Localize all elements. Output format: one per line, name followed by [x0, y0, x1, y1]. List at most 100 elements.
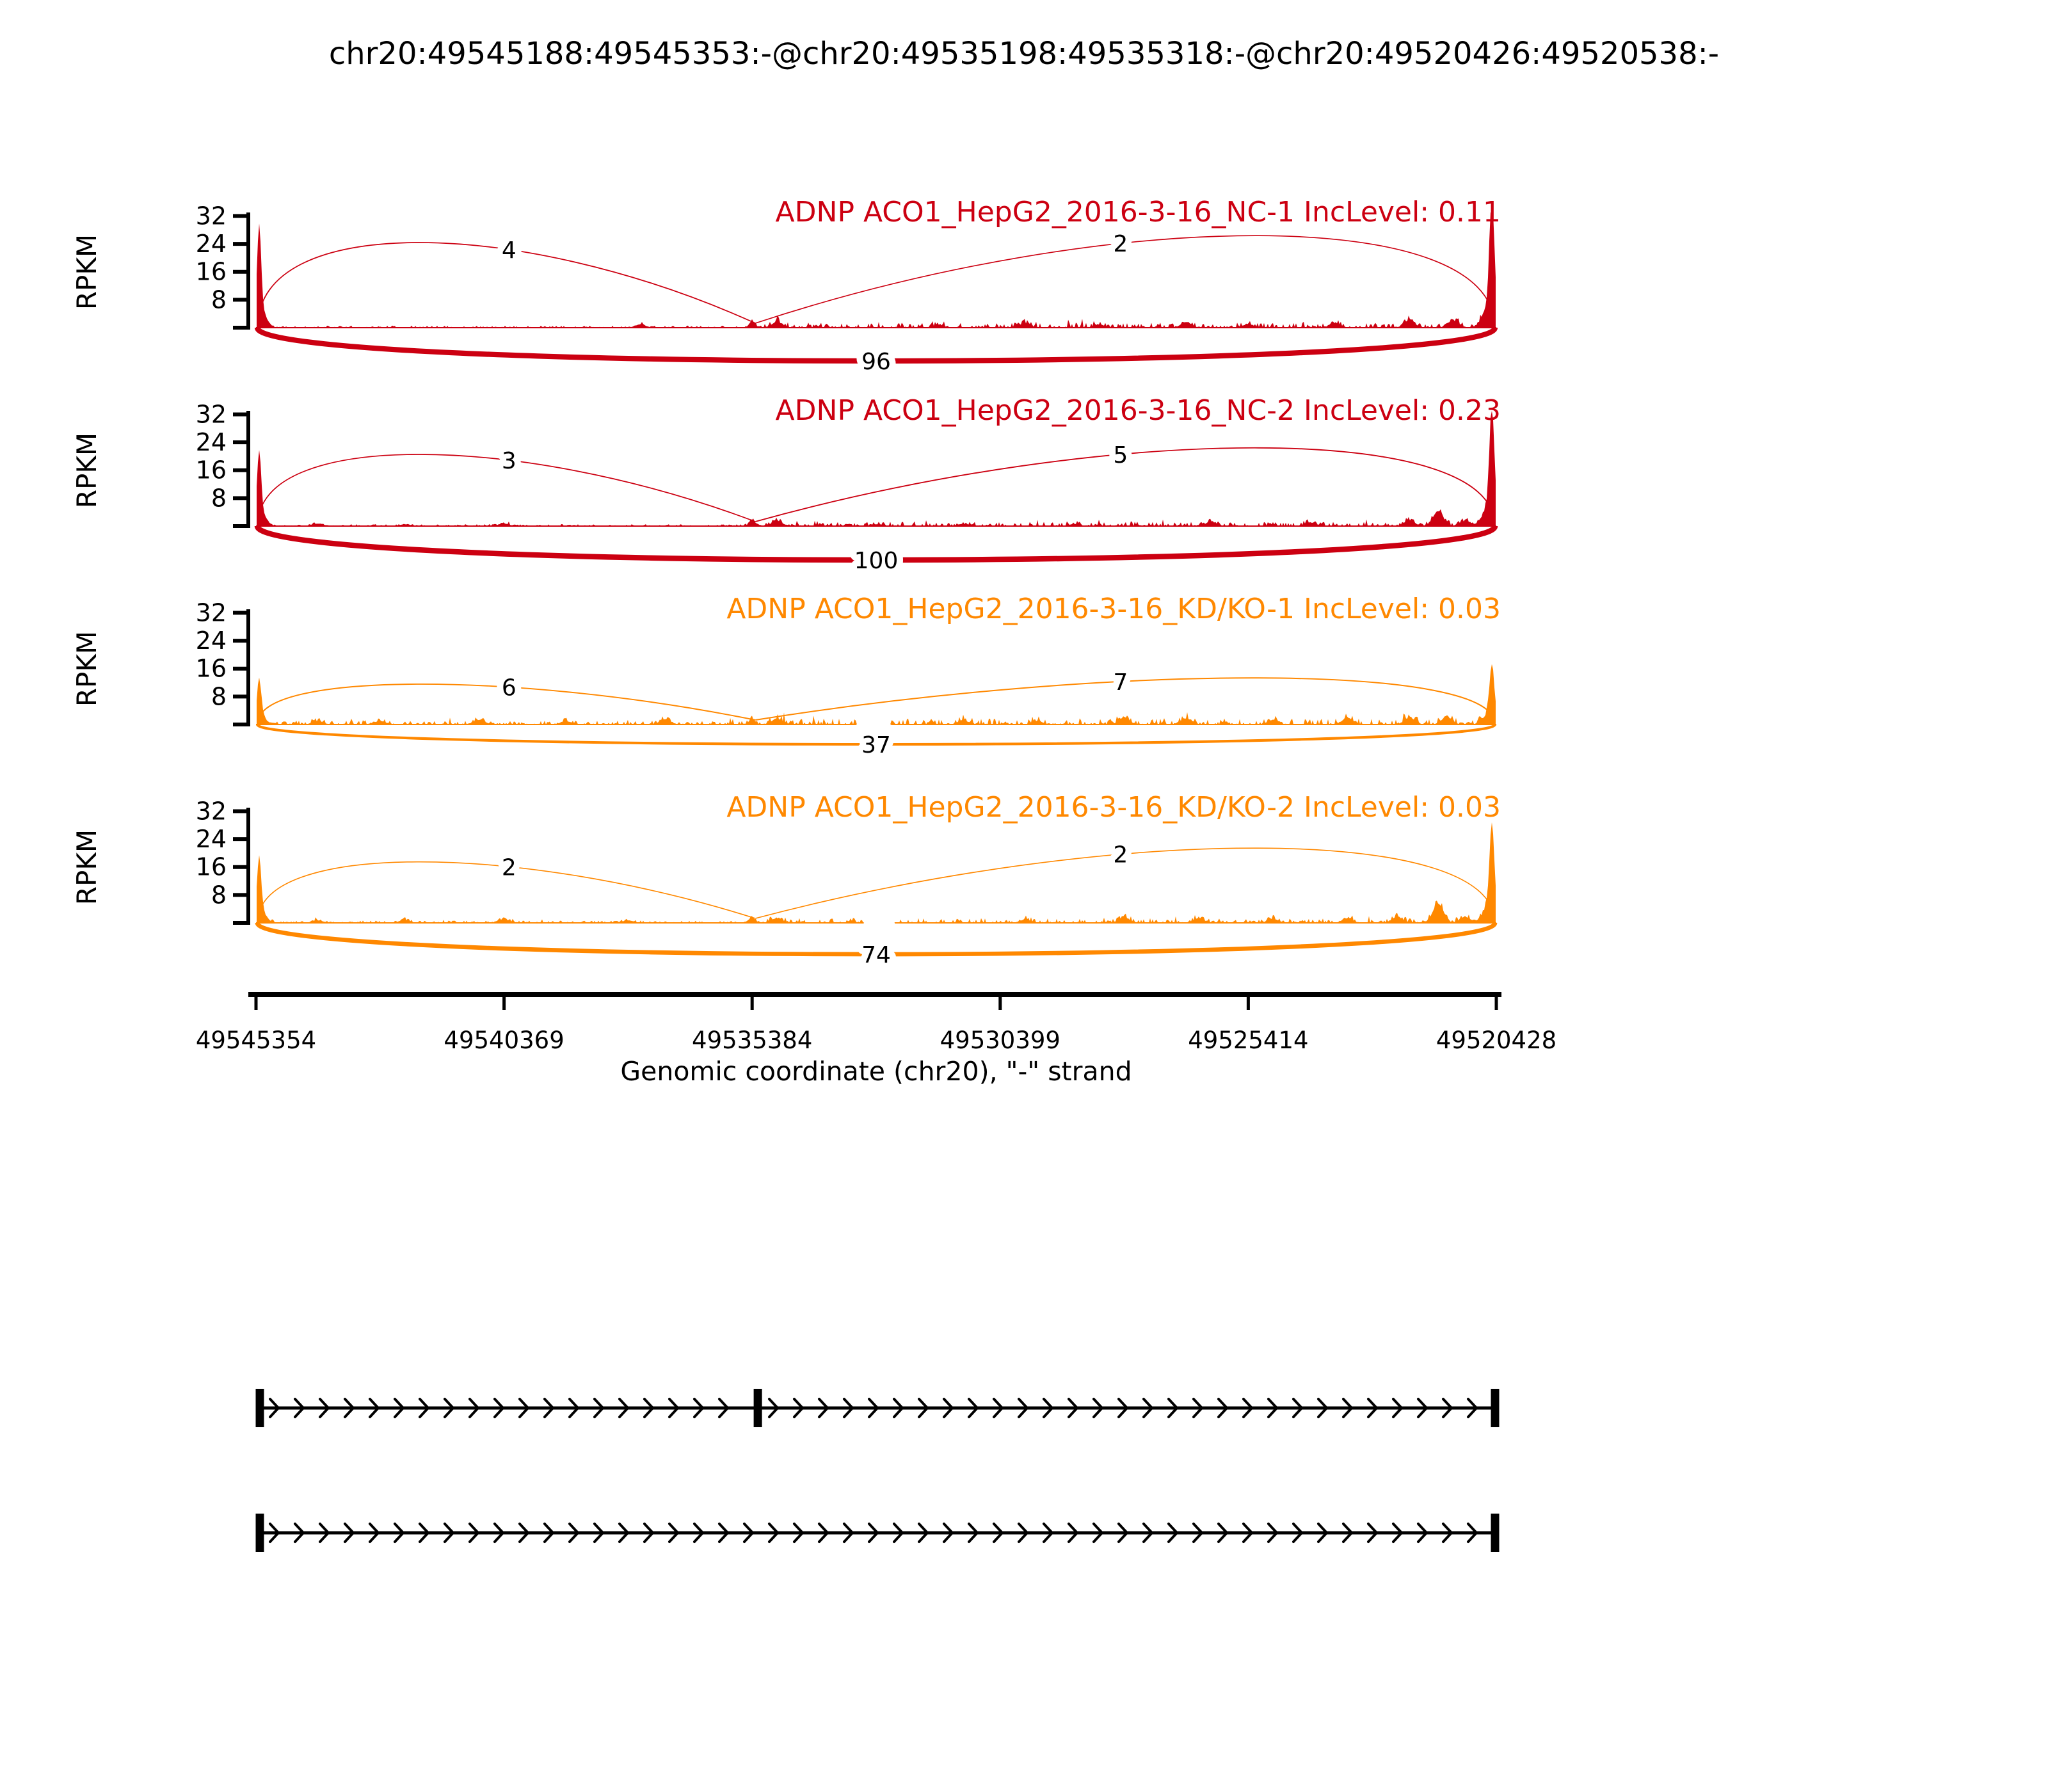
x-axis: 49545354 49540369 49535384 49530399 49525414…	[196, 992, 1556, 1087]
strand-arrow-icon	[1192, 1523, 1203, 1543]
strand-arrow-icon	[1217, 1523, 1228, 1543]
x-tick-label: 49540369	[444, 1027, 564, 1054]
strand-arrow-icon	[294, 1398, 305, 1418]
junction-arc-inclusion-upstream	[257, 684, 756, 724]
strand-arrow-icon	[394, 1398, 404, 1418]
strand-arrow-icon	[369, 1523, 380, 1543]
junction-arc-inclusion-upstream	[257, 454, 756, 525]
strand-arrow-icon	[1092, 1398, 1103, 1418]
strand-arrow-icon	[1142, 1398, 1153, 1418]
y-tick-label: 32	[196, 202, 227, 230]
strand-arrow-icon	[943, 1523, 954, 1543]
figure-title: chr20:49545188:49545353:-@chr20:49535198…	[329, 36, 1719, 72]
x-tick-label: 49530399	[940, 1027, 1060, 1054]
strand-arrow-icon	[1342, 1398, 1353, 1418]
y-tick-label: 24	[196, 428, 227, 456]
x-tick-label: 49525414	[1188, 1027, 1308, 1054]
strand-arrow-icon	[493, 1523, 504, 1543]
junction-arc-inclusion-downstream	[755, 847, 1495, 922]
strand-arrow-icon	[643, 1523, 654, 1543]
strand-arrow-icon	[918, 1398, 929, 1418]
track-title: ADNP ACO1_HepG2_2016-3-16_KD/KO-1 IncLev…	[726, 593, 1501, 625]
strand-arrow-icon	[543, 1523, 554, 1543]
gene-model-row-1	[255, 1389, 1500, 1427]
strand-arrow-icon	[643, 1398, 654, 1418]
junction-arc-inclusion-downstream	[755, 447, 1495, 525]
junction-count-label: 2	[502, 854, 516, 881]
strand-arrow-icon	[1367, 1398, 1378, 1418]
strand-arrow-icon	[319, 1398, 330, 1418]
strand-arrow-icon	[1217, 1398, 1228, 1418]
strand-arrow-icon	[1117, 1523, 1128, 1543]
strand-arrow-icon	[618, 1398, 629, 1418]
junction-arc-skipping	[254, 524, 1498, 563]
junction-arc-inclusion-downstream	[755, 235, 1495, 327]
strand-arrow-icon	[993, 1523, 1004, 1543]
track-title: ADNP ACO1_HepG2_2016-3-16_KD/KO-2 IncLev…	[726, 791, 1501, 824]
junction-count-label: 3	[502, 448, 516, 474]
strand-arrow-icon	[593, 1398, 604, 1418]
strand-arrow-icon	[1292, 1398, 1303, 1418]
strand-arrow-icon	[493, 1398, 504, 1418]
rpkm-axis-label: RPKM	[71, 234, 102, 310]
strand-arrow-icon	[1043, 1398, 1053, 1418]
strand-arrow-icon	[1018, 1523, 1028, 1543]
exon-bar	[1491, 1389, 1500, 1427]
x-axis-title: Genomic coordinate (chr20), "-" strand	[620, 1056, 1132, 1087]
strand-arrow-icon	[1242, 1523, 1253, 1543]
junction-count-label: 74	[861, 942, 891, 968]
track-title: ADNP ACO1_HepG2_2016-3-16_NC-1 IncLevel:…	[776, 196, 1501, 228]
strand-arrow-icon	[718, 1398, 729, 1418]
junction-count-label: 4	[502, 237, 516, 264]
strand-arrow-icon	[269, 1398, 280, 1418]
y-tick-label: 16	[196, 655, 227, 683]
y-tick-label: 16	[196, 456, 227, 484]
strand-arrow-icon	[568, 1398, 579, 1418]
strand-arrow-icon	[893, 1398, 904, 1418]
strand-arrow-icon	[793, 1398, 804, 1418]
strand-arrow-icon	[818, 1523, 829, 1543]
strand-arrow-icon	[968, 1523, 979, 1543]
strand-arrow-icon	[1068, 1523, 1078, 1543]
y-tick-label: 24	[196, 627, 227, 655]
strand-arrow-icon	[444, 1398, 454, 1418]
y-tick-label: 8	[211, 484, 227, 512]
strand-arrow-icon	[668, 1398, 679, 1418]
y-tick-label: 32	[196, 797, 227, 825]
rpkm-axis-label: RPKM	[71, 829, 102, 905]
strand-arrow-icon	[518, 1523, 529, 1543]
strand-arrow-icon	[868, 1523, 879, 1543]
strand-arrow-icon	[1092, 1523, 1103, 1543]
coverage-area	[257, 822, 1496, 923]
strand-arrow-icon	[344, 1523, 355, 1543]
strand-arrow-icon	[1417, 1398, 1428, 1418]
y-tick-label: 8	[211, 881, 227, 909]
strand-arrow-icon	[843, 1523, 854, 1543]
junction-arc-inclusion-downstream	[755, 677, 1495, 724]
strand-arrow-icon	[1342, 1523, 1353, 1543]
strand-arrow-icon	[593, 1523, 604, 1543]
strand-arrow-icon	[269, 1523, 280, 1543]
strand-arrow-icon	[1267, 1398, 1278, 1418]
strand-arrow-icon	[818, 1398, 829, 1418]
coverage-area	[257, 411, 1496, 526]
strand-arrow-icon	[1317, 1523, 1328, 1543]
strand-arrow-icon	[993, 1398, 1004, 1418]
strand-arrow-icon	[1392, 1398, 1403, 1418]
y-tick-label: 8	[211, 682, 227, 710]
strand-arrow-icon	[668, 1523, 679, 1543]
junction-count-label: 5	[1113, 442, 1128, 468]
strand-arrow-icon	[768, 1398, 779, 1418]
strand-arrow-icon	[943, 1398, 954, 1418]
exon-bar	[753, 1389, 762, 1427]
junction-arc-inclusion-upstream	[257, 242, 756, 327]
y-tick-label: 24	[196, 825, 227, 853]
x-tick-label: 49535384	[692, 1027, 812, 1054]
junction-arc-inclusion-upstream	[257, 861, 756, 922]
junction-count-label: 100	[854, 548, 899, 574]
strand-arrow-icon	[1392, 1523, 1403, 1543]
strand-arrow-icon	[768, 1523, 779, 1543]
